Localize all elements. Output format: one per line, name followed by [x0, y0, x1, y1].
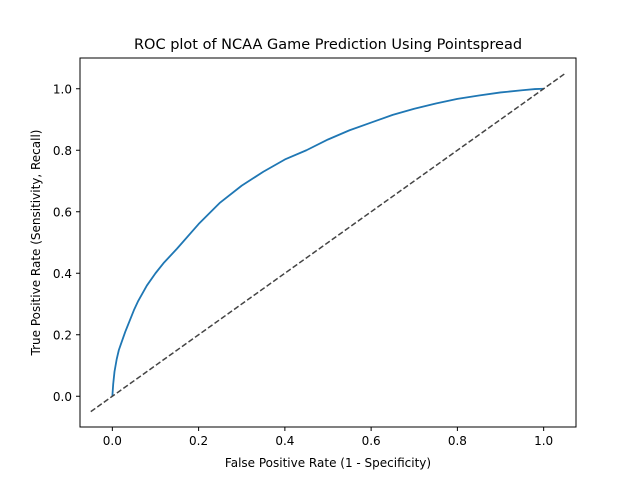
y-tick-label: 0.8 — [53, 144, 72, 158]
x-tick-label: 0.2 — [189, 434, 208, 448]
x-axis-ticks: 0.0 0.2 0.4 0.6 0.8 1.0 — [103, 427, 553, 448]
x-tick-label: 0.8 — [448, 434, 467, 448]
roc-curve-line — [111, 87, 544, 397]
x-tick-label: 0.0 — [103, 434, 122, 448]
y-tick-label: 1.0 — [53, 82, 72, 96]
y-axis-ticks: 0.0 0.2 0.4 0.6 0.8 1.0 — [53, 82, 80, 404]
y-tick-label: 0.0 — [53, 390, 72, 404]
y-tick-label: 0.2 — [53, 328, 72, 342]
x-tick-label: 0.4 — [275, 434, 294, 448]
x-tick-label: 0.6 — [362, 434, 381, 448]
axes-frame — [79, 57, 577, 428]
plot-area — [90, 72, 566, 413]
x-tick-label: 1.0 — [534, 434, 553, 448]
chart-title: ROC plot of NCAA Game Prediction Using P… — [134, 37, 522, 53]
y-tick-label: 0.4 — [53, 267, 72, 281]
y-axis-label: True Positive Rate (Sensitivity, Recall) — [29, 130, 43, 357]
y-tick-label: 0.6 — [53, 205, 72, 219]
diagonal-reference-line — [90, 72, 566, 413]
x-axis-label: False Positive Rate (1 - Specificity) — [225, 456, 431, 470]
